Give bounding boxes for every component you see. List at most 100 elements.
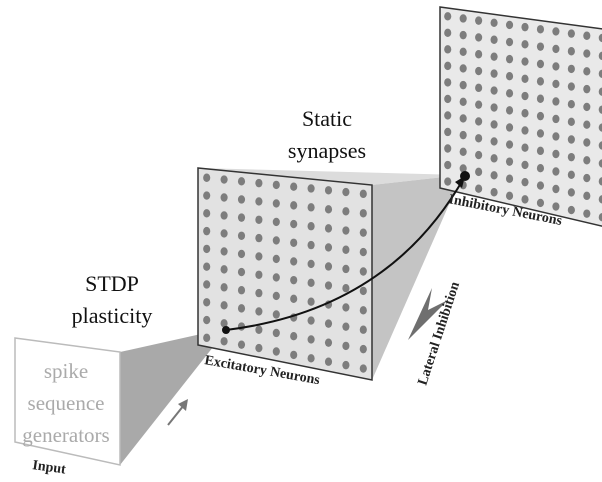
neuron-dot bbox=[491, 103, 498, 111]
neuron-dot bbox=[203, 191, 210, 199]
neuron-dot bbox=[360, 267, 367, 275]
neuron-dot bbox=[308, 184, 315, 192]
neuron-dot bbox=[255, 216, 262, 224]
neuron-dot bbox=[325, 281, 332, 289]
neuron-dot bbox=[203, 245, 210, 253]
neuron-dot bbox=[444, 111, 451, 119]
neuron-dot bbox=[325, 358, 332, 366]
neuron-dot bbox=[460, 48, 467, 56]
neuron-dot bbox=[506, 89, 513, 97]
neuron-dot bbox=[537, 164, 544, 172]
neuron-dot bbox=[308, 203, 315, 211]
neuron-dot bbox=[552, 185, 559, 193]
label: Static bbox=[302, 106, 352, 131]
neuron-dot bbox=[255, 197, 262, 205]
neuron-dot bbox=[325, 338, 332, 346]
neuron-dot bbox=[273, 255, 280, 263]
neuron-dot bbox=[583, 174, 590, 182]
neuron-dot bbox=[568, 118, 575, 126]
neuron-dot bbox=[552, 115, 559, 123]
neuron-dot bbox=[221, 229, 228, 237]
neuron-dot bbox=[273, 310, 280, 318]
neuron-dot bbox=[568, 82, 575, 90]
neuron-dot bbox=[491, 36, 498, 44]
neuron-dot bbox=[238, 268, 245, 276]
neuron-dot bbox=[444, 144, 451, 152]
neuron-dot bbox=[552, 62, 559, 70]
neuron-dot bbox=[552, 202, 559, 210]
neuron-dot bbox=[537, 129, 544, 137]
neuron-dot bbox=[583, 67, 590, 75]
neuron-dot bbox=[221, 265, 228, 273]
neuron-dot bbox=[552, 167, 559, 175]
neuron-dot bbox=[491, 137, 498, 145]
neuron-dot bbox=[537, 25, 544, 33]
neuron-dot bbox=[552, 132, 559, 140]
neuron-dot bbox=[506, 140, 513, 148]
neuron-dot bbox=[460, 81, 467, 89]
label: STDP bbox=[85, 271, 139, 296]
neuron-dot bbox=[238, 232, 245, 240]
neuron-dot bbox=[221, 175, 228, 183]
neuron-dot bbox=[460, 14, 467, 22]
neuron-dot bbox=[360, 228, 367, 236]
neuron-dot bbox=[521, 92, 528, 100]
neuron-dot bbox=[360, 364, 367, 372]
neuron-dot bbox=[568, 153, 575, 161]
neuron-dot bbox=[568, 135, 575, 143]
neuron-dot bbox=[521, 109, 528, 117]
neuron-dot bbox=[568, 188, 575, 196]
neuron-dot bbox=[552, 150, 559, 158]
neuron-dot bbox=[506, 123, 513, 131]
neuron-dot bbox=[308, 316, 315, 324]
input-text: generators bbox=[22, 423, 109, 447]
neuron-dot bbox=[444, 62, 451, 70]
neuron-dot bbox=[475, 16, 482, 24]
neuron-dot bbox=[537, 147, 544, 155]
neuron-dot bbox=[308, 298, 315, 306]
neuron-dot bbox=[475, 33, 482, 41]
neuron-dot bbox=[521, 57, 528, 65]
neuron-dot bbox=[568, 206, 575, 214]
neuron-dot bbox=[255, 307, 262, 315]
neuron-dot bbox=[460, 64, 467, 72]
neuron-dot bbox=[273, 199, 280, 207]
neuron-dot bbox=[342, 226, 349, 234]
input-label: Input bbox=[31, 458, 67, 478]
neuron-dot bbox=[475, 134, 482, 142]
neuron-dot bbox=[203, 209, 210, 217]
neuron-dot bbox=[583, 103, 590, 111]
neuron-dot bbox=[290, 220, 297, 228]
neuron-dot bbox=[583, 209, 590, 217]
neuron-dot bbox=[521, 40, 528, 48]
neuron-dot bbox=[290, 276, 297, 284]
neuron-dot bbox=[221, 337, 228, 345]
neuron-dot bbox=[491, 52, 498, 60]
neuron-dot bbox=[506, 175, 513, 183]
neuron-dot bbox=[475, 184, 482, 192]
label: synapses bbox=[288, 138, 366, 163]
label: plasticity bbox=[72, 303, 153, 328]
neuron-dot bbox=[273, 347, 280, 355]
neuron-dot bbox=[342, 265, 349, 273]
neuron-dot bbox=[273, 292, 280, 300]
neuron-dot bbox=[255, 326, 262, 334]
neuron-dot bbox=[568, 100, 575, 108]
neuron-dot bbox=[475, 151, 482, 159]
neuron-dot bbox=[506, 106, 513, 114]
neuron-dot bbox=[342, 284, 349, 292]
neuron-dot bbox=[342, 322, 349, 330]
neuron-dot bbox=[475, 84, 482, 92]
neuron-dot bbox=[308, 354, 315, 362]
neuron-dot bbox=[506, 192, 513, 200]
neuron-dot bbox=[273, 329, 280, 337]
neuron-dot bbox=[203, 262, 210, 270]
neuron-dot bbox=[491, 86, 498, 94]
neuron-dot bbox=[238, 286, 245, 294]
input-text: sequence bbox=[28, 391, 105, 415]
neuron-dot bbox=[521, 144, 528, 152]
neuron-dot bbox=[491, 188, 498, 196]
neuron-dot bbox=[444, 29, 451, 37]
neuron-dot bbox=[506, 21, 513, 29]
neuron-dot bbox=[221, 211, 228, 219]
